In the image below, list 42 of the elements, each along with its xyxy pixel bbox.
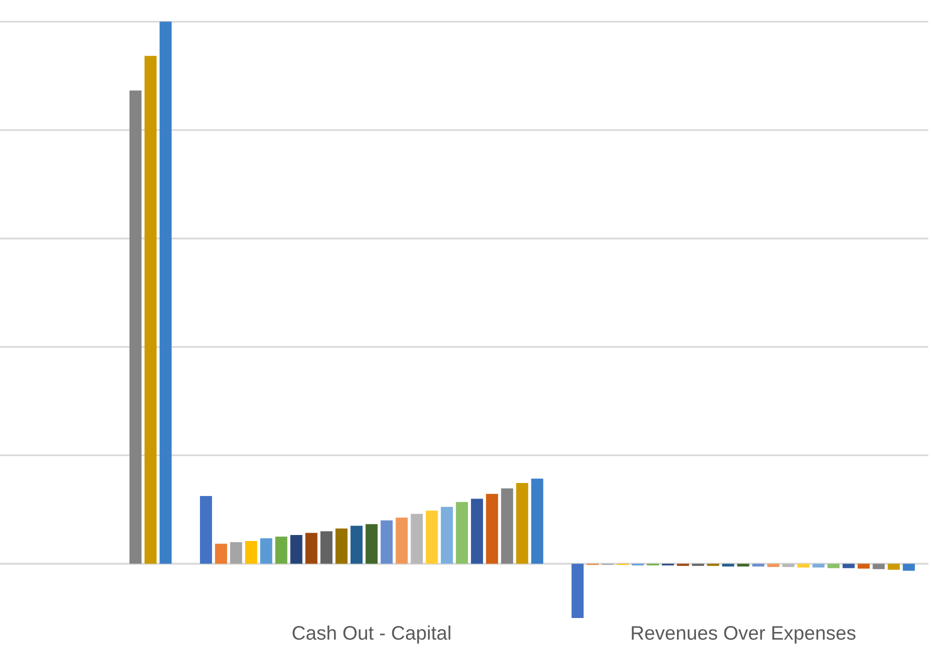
bar xyxy=(410,514,423,564)
bar xyxy=(440,506,453,564)
bar xyxy=(516,482,528,564)
bar xyxy=(144,56,157,564)
bar xyxy=(426,510,438,564)
bar xyxy=(812,564,825,568)
bar xyxy=(230,542,242,564)
bar xyxy=(858,564,870,569)
bar xyxy=(828,564,840,568)
bar xyxy=(782,564,794,568)
bar xyxy=(350,526,363,564)
bar xyxy=(888,564,900,570)
bar xyxy=(501,488,514,564)
bar xyxy=(305,532,318,564)
bar xyxy=(572,564,584,618)
bar xyxy=(275,536,288,564)
bar xyxy=(752,564,764,566)
bar xyxy=(320,531,332,564)
bar xyxy=(200,496,212,564)
bar xyxy=(396,518,408,564)
bar xyxy=(260,538,272,564)
bar xyxy=(486,494,498,564)
bar xyxy=(215,544,228,564)
bar xyxy=(531,478,544,564)
bar xyxy=(245,540,258,564)
bar xyxy=(722,564,734,566)
bar xyxy=(290,535,302,564)
bar xyxy=(380,520,393,564)
x-tick-label: Revenues Over Expenses xyxy=(632,626,856,644)
bar xyxy=(129,90,142,564)
bar xyxy=(737,564,750,566)
bar xyxy=(470,498,484,564)
bar xyxy=(902,564,915,571)
bar xyxy=(160,22,172,564)
bar xyxy=(335,528,348,564)
bar xyxy=(456,502,468,564)
x-tick-label: Cash Out - Capital xyxy=(292,626,450,644)
bar xyxy=(842,564,855,568)
bar xyxy=(366,524,378,564)
bar xyxy=(767,564,780,568)
bar xyxy=(797,564,810,568)
bar xyxy=(872,564,885,570)
